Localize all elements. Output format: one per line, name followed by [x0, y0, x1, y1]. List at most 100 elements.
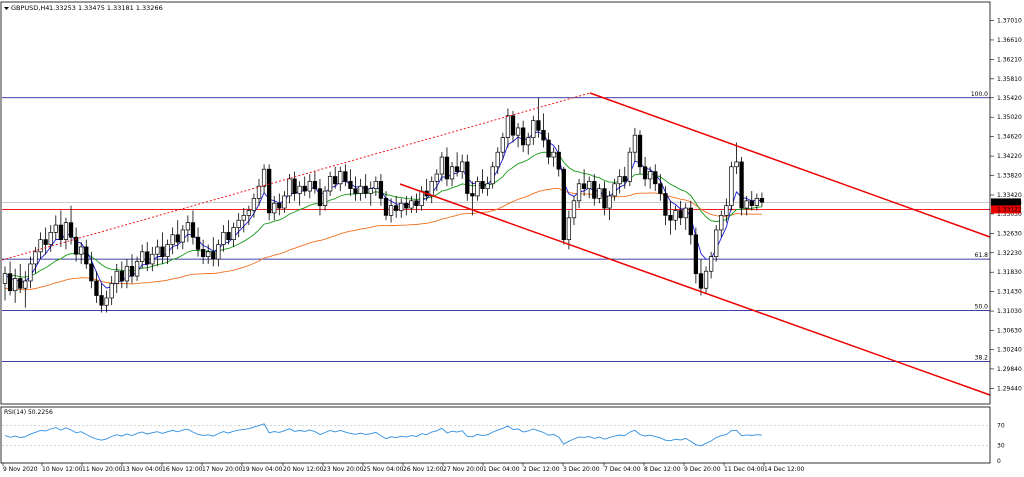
candle [18, 263, 23, 294]
bearish-candle-body [383, 198, 389, 216]
time-tick-label: 16 Nov 12:00 [162, 466, 203, 473]
candle [394, 195, 399, 218]
channel-trendlines[interactable] [1, 92, 991, 396]
candle [485, 176, 490, 196]
bullish-candle-body [368, 188, 373, 194]
bullish-candle-body [495, 151, 500, 168]
candle [480, 169, 485, 194]
bearish-candle-body [510, 115, 516, 136]
candle [383, 191, 389, 221]
bearish-candle-body [470, 193, 475, 197]
bullish-candle-body [531, 120, 536, 138]
price-tick-label: 1.37010 [997, 18, 1022, 25]
slow-moving-average [4, 187, 762, 291]
candle [622, 166, 627, 189]
price-tick-label: 1.33420 [997, 192, 1022, 199]
bullish-candle-body [180, 229, 185, 243]
bearish-candle-body [348, 180, 353, 189]
bullish-candle-body [2, 273, 8, 284]
bullish-candle-body [434, 173, 439, 182]
candle [256, 178, 262, 206]
price-pane-border [0, 1, 991, 405]
time-axis: 9 Nov 2020 10 Nov 12:00 11 Nov 20:00 13 Nov… [2, 463, 805, 473]
candle [53, 215, 58, 240]
bullish-candle-body [155, 246, 160, 255]
bearish-candle-body [561, 168, 566, 241]
candle [63, 217, 69, 250]
candle [465, 154, 470, 201]
price-pane[interactable]: 100.0 61.8 50.0 38.2 [1, 91, 991, 396]
candle [510, 110, 516, 143]
candle [729, 161, 734, 211]
bullish-candle-body [617, 176, 622, 185]
candle [592, 174, 597, 206]
bearish-candle-body [292, 178, 297, 194]
bullish-candle-body [231, 227, 236, 241]
candle [388, 198, 394, 223]
ohlc-values: 1.33253 1.33475 1.33181 1.33266 [49, 4, 163, 12]
candle [246, 205, 251, 226]
candle [399, 198, 404, 218]
bullish-candle-body [124, 266, 130, 282]
bearish-candle-body [444, 156, 450, 180]
candle [333, 166, 338, 189]
bullish-candle-body [754, 198, 759, 206]
candle [358, 178, 363, 201]
rsi-pane[interactable]: RSI(14) 50.2256 70 30 0 [2, 409, 1005, 465]
candle [200, 239, 206, 264]
bullish-candle-body [256, 185, 262, 199]
candle [637, 130, 643, 175]
candle [129, 254, 135, 284]
candle [541, 113, 546, 148]
candle [150, 246, 155, 272]
bullish-candle-body [170, 234, 175, 245]
candle [221, 225, 226, 252]
candle [317, 178, 323, 216]
candle [43, 227, 48, 255]
candle [170, 227, 175, 255]
bullish-candle-body [526, 137, 531, 146]
candle [531, 115, 536, 145]
fib-label: 38.2 [975, 355, 989, 362]
candle [231, 222, 236, 247]
candle [693, 227, 699, 284]
bullish-candle-body [297, 185, 302, 194]
candle [89, 251, 94, 289]
bearish-candle-body [546, 139, 551, 158]
chart-header: GBPUSD,H4 1.33253 1.33475 1.33181 1.3326… [4, 4, 163, 12]
candle [363, 174, 368, 199]
candle [195, 227, 201, 257]
bearish-candle-body [454, 166, 460, 172]
candle [134, 256, 140, 281]
candle [444, 147, 450, 187]
rsi-tick-label: 0 [997, 458, 1001, 465]
bullish-candle-body [551, 151, 556, 158]
bullish-candle-body [587, 180, 592, 189]
candle [261, 164, 267, 194]
candle [668, 200, 673, 235]
bearish-candle-body [195, 236, 201, 250]
rsi-line [4, 423, 762, 447]
red-level-badge-bg [991, 205, 1021, 214]
candle [754, 193, 759, 211]
candle [348, 169, 353, 196]
candle [566, 210, 572, 250]
time-tick-label: 9 Nov 2020 [3, 466, 38, 473]
price-tick-label: 1.33030 [997, 211, 1022, 218]
candle [312, 171, 318, 194]
rsi-pane-border [0, 406, 991, 464]
candle [33, 246, 38, 274]
candle [322, 186, 328, 211]
dropdown-triangle-icon[interactable] [4, 7, 9, 10]
bullish-candle-body [216, 244, 221, 260]
candle [439, 152, 445, 182]
bearish-candle-body [89, 263, 94, 282]
price-tick-label: 1.33820 [997, 173, 1022, 180]
bearish-candle-body [394, 205, 399, 211]
bullish-candle-body [597, 188, 602, 199]
bullish-candle-body [475, 180, 480, 197]
candle [48, 225, 53, 252]
bearish-candle-body [414, 200, 419, 206]
